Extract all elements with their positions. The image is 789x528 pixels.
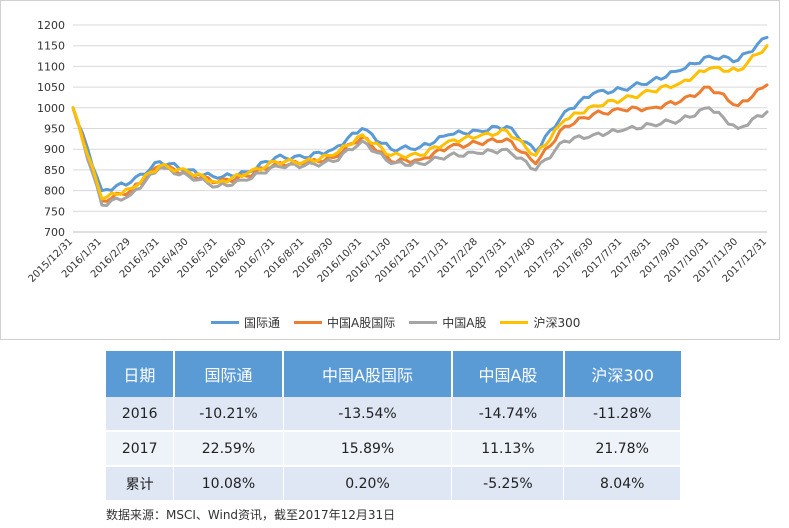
y-tick-label: 1150 (37, 40, 65, 53)
table-header: 沪深300 (563, 351, 681, 397)
legend-label: 沪深300 (533, 316, 581, 330)
y-tick-label: 950 (44, 123, 65, 136)
legend-label: 国际通 (244, 316, 281, 330)
legend-label: 中国A股国际 (327, 316, 396, 330)
y-tick-label: 850 (44, 164, 65, 177)
table-header: 国际通 (173, 351, 285, 397)
table-header-row: 日期 国际通 中国A股国际 中国A股 沪深300 (106, 351, 681, 397)
series-line (71, 35, 769, 193)
legend-swatch (211, 321, 239, 324)
y-tick-label: 700 (44, 226, 65, 239)
chart-panel: 700 750 800 850 900 950 1000 1050 1100 1150 1200 20… (0, 0, 780, 340)
legend-item: 沪深300 (500, 314, 580, 331)
legend-swatch (500, 321, 529, 324)
table-cell: 2016 (106, 397, 175, 432)
table-header: 中国A股 (451, 351, 565, 397)
table-cell: 15.89% (283, 431, 453, 467)
table-cell: 21.78% (563, 431, 681, 467)
y-tick-label: 1100 (37, 60, 65, 73)
table-cell: 0.20% (283, 466, 453, 502)
table-header: 中国A股国际 (283, 351, 453, 397)
chart-legend: 国际通 中国A股国际 中国A股 沪深300 (211, 314, 580, 331)
table-row: 2017 22.59% 15.89% 11.13% 21.78% (106, 431, 681, 467)
table-cell: -13.54% (283, 397, 453, 432)
table-cell: 8.04% (563, 466, 681, 502)
table-row: 2016 -10.21% -13.54% -14.74% -11.28% (106, 397, 681, 432)
table-cell: -10.21% (173, 397, 284, 432)
legend-label: 中国A股 (442, 316, 487, 330)
returns-table: 日期 国际通 中国A股国际 中国A股 沪深300 2016 -10.21% -1… (106, 351, 681, 502)
table-cell: 2017 (106, 431, 175, 467)
series-line (71, 83, 769, 203)
table-cell: 22.59% (173, 431, 284, 467)
table-cell: -11.28% (563, 397, 681, 432)
source-note: 数据来源：MSCI、Wind资讯，截至2017年12月31日 (106, 508, 396, 522)
legend-item: 中国A股 (409, 314, 486, 331)
table-cell: -5.25% (451, 466, 565, 502)
y-tick-label: 900 (44, 143, 65, 156)
legend-item: 国际通 (211, 314, 280, 331)
series-line (71, 44, 769, 201)
y-tick-label: 1050 (37, 81, 65, 94)
legend-item: 中国A股国际 (294, 314, 395, 331)
y-tick-label: 1200 (37, 19, 65, 32)
table-cell: 10.08% (173, 466, 284, 502)
series-line (71, 106, 769, 207)
y-tick-label: 800 (44, 185, 65, 198)
legend-swatch (409, 321, 438, 324)
legend-swatch (294, 321, 323, 324)
table-cell: -14.74% (451, 397, 565, 432)
table-header: 日期 (106, 351, 175, 397)
y-tick-label: 1000 (37, 102, 65, 115)
y-tick-label: 750 (44, 205, 65, 218)
table-cell: 累计 (106, 466, 175, 502)
line-chart: 7007508008509009501000105011001150120020… (27, 19, 770, 285)
table-cell: 11.13% (451, 431, 565, 467)
table-row: 累计 10.08% 0.20% -5.25% 8.04% (106, 466, 681, 502)
